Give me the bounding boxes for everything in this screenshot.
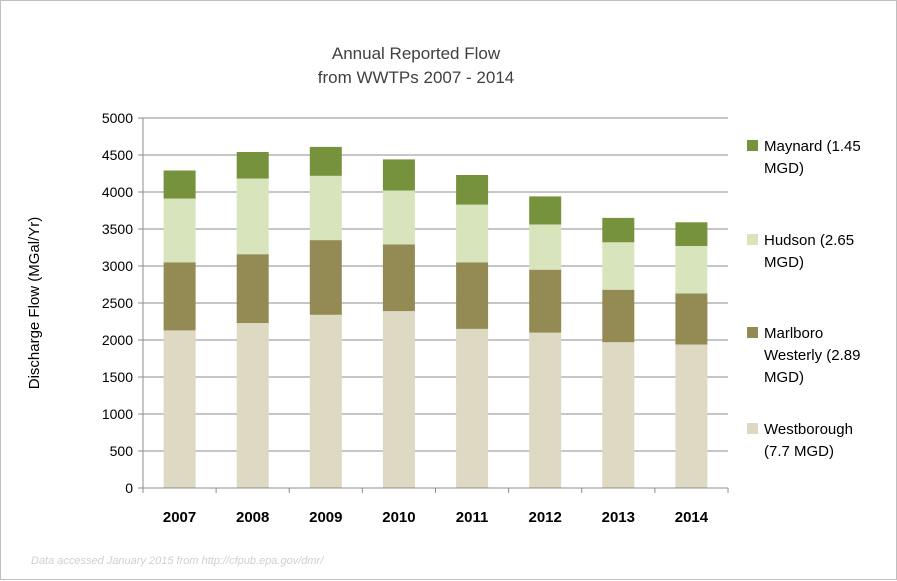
- legend-swatch: [747, 234, 758, 245]
- bar-segment-2013-s1: [602, 289, 635, 343]
- legend-label: (7.7 MGD): [764, 443, 834, 460]
- bar-segment-2014-s3: [675, 222, 708, 246]
- bar-segment-2010-s0: [382, 311, 415, 488]
- y-tick-label: 2500: [102, 295, 133, 311]
- bar-segment-2007-s2: [163, 198, 196, 263]
- legend-swatch: [747, 327, 758, 338]
- x-tick-label: 2009: [309, 509, 342, 526]
- x-tick-label: 2014: [675, 509, 709, 526]
- y-tick-label: 5000: [102, 110, 133, 126]
- chart-title-line: Annual Reported Flow: [332, 44, 501, 63]
- bar-segment-2011-s2: [456, 204, 489, 263]
- y-axis-label: Discharge Flow (MGal/Yr): [26, 217, 43, 390]
- bar-segment-2009-s3: [309, 146, 342, 176]
- bar-segment-2012-s1: [529, 269, 562, 333]
- bar-segment-2013-s3: [602, 217, 635, 243]
- legend-label: Marlboro: [764, 325, 823, 342]
- legend-swatch: [747, 423, 758, 434]
- legend-swatch: [747, 140, 758, 151]
- bar-segment-2008-s1: [236, 254, 269, 323]
- x-tick-label: 2008: [236, 509, 269, 526]
- x-tick-label: 2012: [529, 509, 562, 526]
- bar-segment-2008-s2: [236, 178, 269, 255]
- bar-segment-2007-s0: [163, 330, 196, 488]
- y-tick-label: 2000: [102, 332, 133, 348]
- y-tick-label: 3000: [102, 258, 133, 274]
- bar-segment-2010-s3: [382, 159, 415, 191]
- y-tick-label: 1500: [102, 369, 133, 385]
- x-tick-label: 2010: [382, 509, 415, 526]
- y-tick-label: 3500: [102, 221, 133, 237]
- x-tick-label: 2013: [602, 509, 635, 526]
- bar-segment-2007-s3: [163, 170, 196, 199]
- gridlines: [143, 117, 728, 452]
- bar-segment-2012-s2: [529, 224, 562, 270]
- bar-segment-2010-s1: [382, 244, 415, 312]
- legend-label: Hudson (2.65: [764, 232, 854, 249]
- bar-segment-2014-s0: [675, 344, 708, 488]
- bar-segment-2008-s3: [236, 152, 269, 179]
- bar-segment-2012-s0: [529, 332, 562, 488]
- y-tick-labels: 0 500 1000 1500 2000 2500 3000 3500 4000 4500 5000: [102, 110, 133, 496]
- x-tick-labels: 2007 2008 2009 2010 2011 2012 2013 2014: [163, 509, 709, 526]
- y-tick-label: 0: [125, 480, 133, 496]
- x-tick-label: 2007: [163, 509, 196, 526]
- bar-segment-2012-s3: [529, 196, 562, 225]
- legend-label: Maynard (1.45: [764, 138, 861, 155]
- footnote: Data accessed January 2015 from http://c…: [31, 555, 324, 567]
- bar-segment-2009-s1: [309, 240, 342, 315]
- legend-label: MGD): [764, 369, 804, 386]
- y-axis-label-group: Discharge Flow (MGal/Yr): [26, 217, 43, 390]
- bar-segment-2011-s1: [456, 262, 489, 329]
- legend-label: Westerly (2.89: [764, 347, 860, 364]
- bars: [163, 146, 708, 488]
- y-tick-label: 500: [110, 443, 134, 459]
- bar-segment-2013-s2: [602, 242, 635, 290]
- chart-title: Annual Reported Flow from WWTPs 2007 - 20…: [318, 44, 515, 87]
- y-tick-label: 1000: [102, 406, 133, 422]
- bar-segment-2008-s0: [236, 323, 269, 488]
- bar-segment-2011-s0: [456, 328, 489, 488]
- x-tick-label: 2011: [456, 509, 489, 526]
- legend-label: MGD): [764, 254, 804, 271]
- bar-segment-2011-s3: [456, 175, 489, 205]
- y-tick-label: 4000: [102, 184, 133, 200]
- bar-segment-2013-s0: [602, 342, 635, 488]
- y-tick-label: 4500: [102, 147, 133, 163]
- bar-segment-2014-s2: [675, 246, 708, 294]
- bar-segment-2009-s2: [309, 175, 342, 241]
- bar-segment-2009-s0: [309, 314, 342, 488]
- bar-segment-2007-s1: [163, 262, 196, 331]
- legend: Maynard (1.45 MGD) Hudson (2.65 MGD) Marlbor…: [747, 138, 861, 460]
- legend-label: Westborough: [764, 421, 853, 438]
- bar-segment-2010-s2: [382, 190, 415, 245]
- footnote-group: Data accessed January 2015 from http://c…: [31, 555, 324, 567]
- axes: [138, 117, 729, 493]
- legend-label: MGD): [764, 160, 804, 177]
- bar-segment-2014-s1: [675, 293, 708, 345]
- chart-title-line: from WWTPs 2007 - 2014: [318, 68, 515, 87]
